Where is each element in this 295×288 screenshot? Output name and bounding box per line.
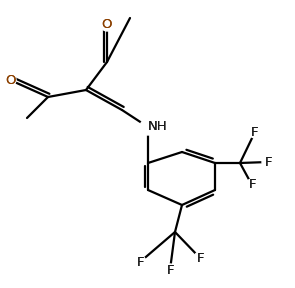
Text: F: F <box>136 255 144 268</box>
Text: F: F <box>264 156 272 168</box>
Text: F: F <box>248 179 256 192</box>
Text: F: F <box>166 264 174 276</box>
Text: O: O <box>102 18 112 31</box>
Text: F: F <box>248 179 256 192</box>
Text: F: F <box>264 156 272 168</box>
Circle shape <box>134 256 146 268</box>
Circle shape <box>262 156 274 168</box>
Circle shape <box>246 179 258 191</box>
Text: O: O <box>102 18 112 31</box>
Text: F: F <box>196 251 204 264</box>
Circle shape <box>194 252 206 264</box>
Text: F: F <box>251 126 259 139</box>
Circle shape <box>101 19 113 31</box>
Text: F: F <box>251 126 259 139</box>
Circle shape <box>249 126 261 138</box>
Circle shape <box>164 264 176 276</box>
Text: NH: NH <box>148 120 168 134</box>
Circle shape <box>140 119 156 135</box>
Circle shape <box>4 74 16 86</box>
Text: F: F <box>166 264 174 276</box>
Text: F: F <box>136 255 144 268</box>
Text: NH: NH <box>148 120 168 134</box>
Text: O: O <box>5 73 15 86</box>
Text: O: O <box>5 73 15 86</box>
Text: F: F <box>196 251 204 264</box>
